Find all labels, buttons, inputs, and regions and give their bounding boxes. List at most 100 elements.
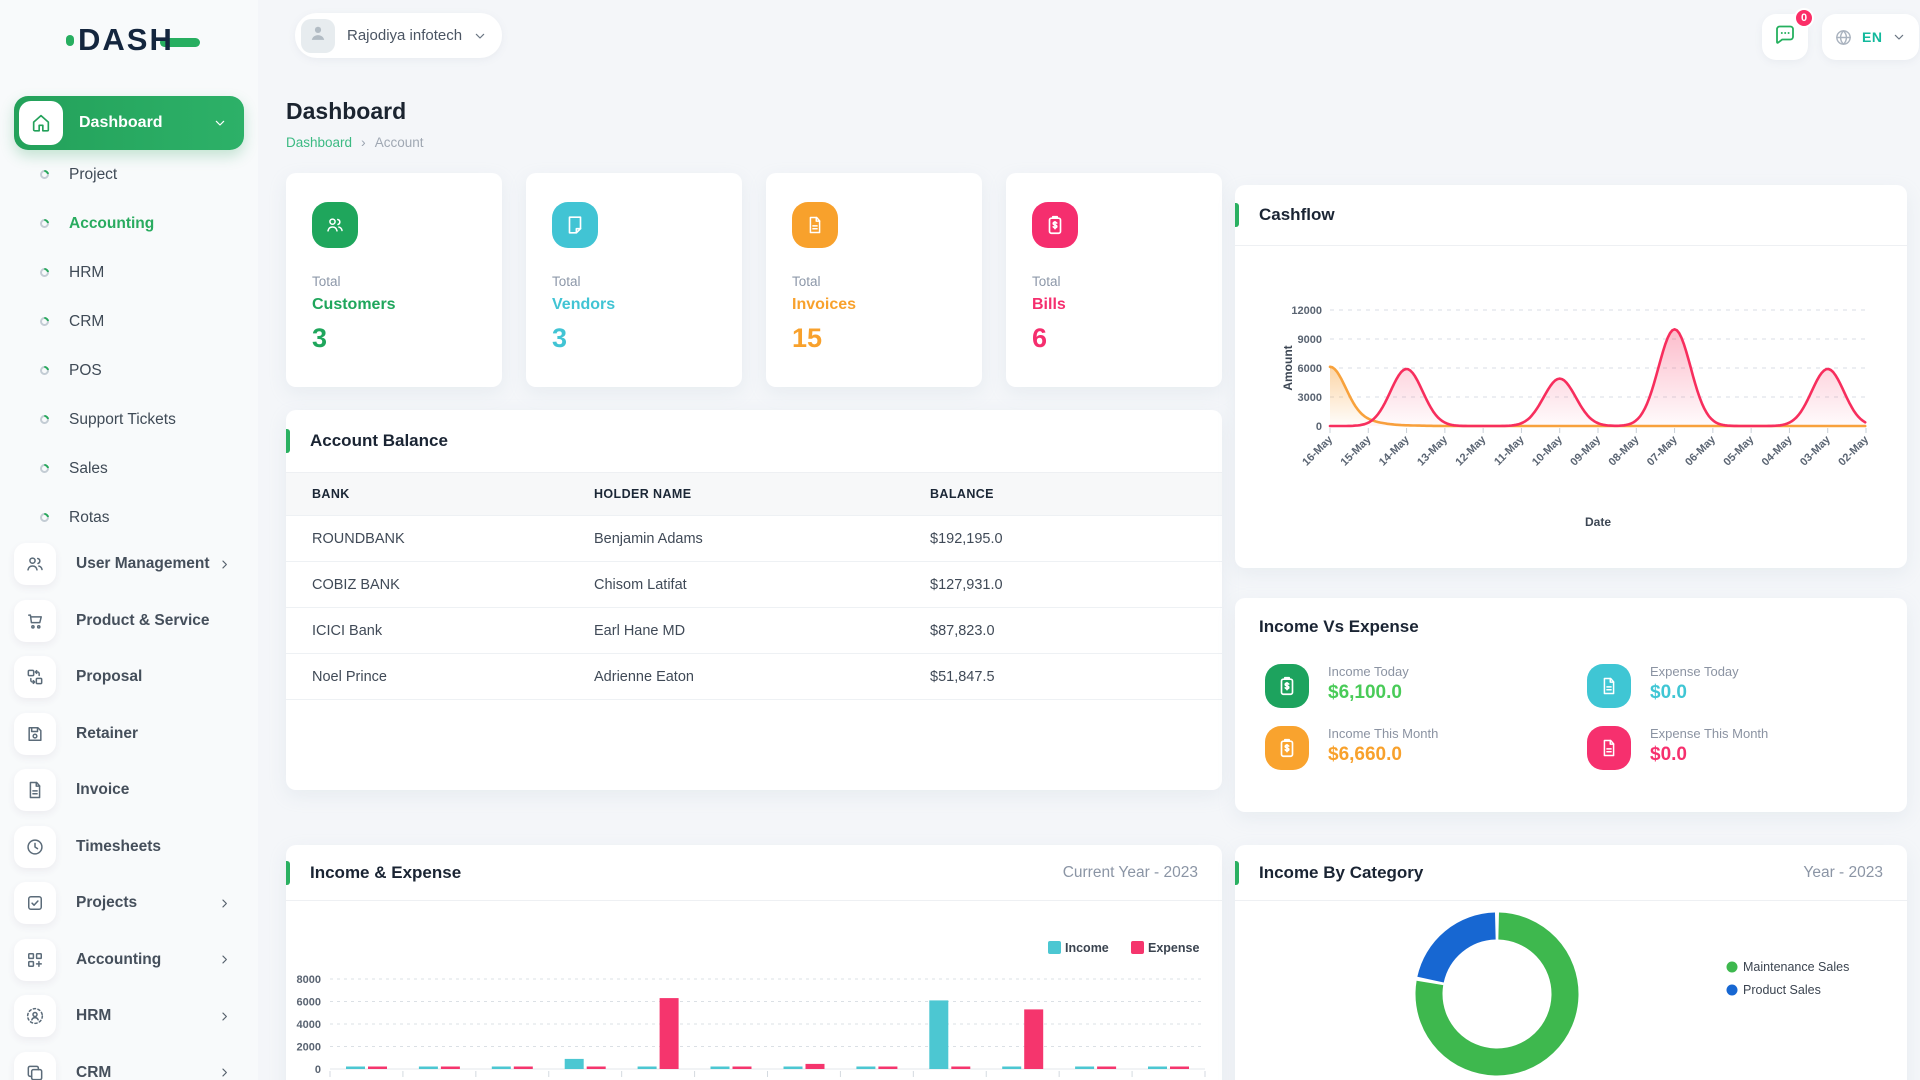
cashflow-chart: 12000 9000 6000 3000 016-May 15-May 14-May 13-M… xyxy=(1281,305,1872,529)
sidebar-item-projects[interactable]: Projects xyxy=(0,875,258,932)
company-selector[interactable]: Rajodiya infotech xyxy=(295,13,503,58)
svg-text:0: 0 xyxy=(1316,421,1322,433)
card-value: 6 xyxy=(1032,323,1048,353)
table-row: Noel Prince Adrienne Eaton $51,847.5 xyxy=(286,653,1222,700)
column-header: BANK xyxy=(286,473,594,516)
chevron-right-icon xyxy=(217,1009,232,1024)
table-cell: Chisom Latifat xyxy=(594,561,930,608)
stat-value: $6,100.0 xyxy=(1328,682,1402,703)
income-expense-chart-card: Income & Expense Current Year - 2023 Inc… xyxy=(286,845,1222,1080)
svg-text:16-May: 16-May xyxy=(1300,433,1335,468)
sidebar-item-rotas[interactable]: Rotas xyxy=(0,493,258,542)
copy-icon xyxy=(14,1051,56,1080)
sidebar-item-hrm[interactable]: HRM xyxy=(0,248,258,297)
svg-text:Product Sales: Product Sales xyxy=(1743,983,1821,997)
sidebar-item-user-management[interactable]: User Management xyxy=(0,536,258,593)
chevron-right-icon xyxy=(217,557,232,572)
svg-text:0: 0 xyxy=(315,1064,321,1076)
sidebar-item-label: Invoice xyxy=(76,781,130,799)
bullet-icon xyxy=(38,168,51,181)
breadcrumb-separator: › xyxy=(361,134,366,150)
card-prefix: Total xyxy=(792,274,821,289)
svg-text:Income: Income xyxy=(1065,941,1109,955)
sidebar-item-proposal[interactable]: Proposal xyxy=(0,649,258,706)
company-name: Rajodiya infotech xyxy=(347,27,463,44)
svg-text:05-May: 05-May xyxy=(1721,433,1756,468)
clipboard-dollar-icon xyxy=(1032,202,1078,248)
svg-text:03-May: 03-May xyxy=(1798,433,1833,468)
total-invoices-card: Total Invoices 15 xyxy=(766,173,982,387)
sidebar-item-accounting[interactable]: Accounting xyxy=(0,199,258,248)
clipboard-dollar-icon xyxy=(1265,664,1309,708)
sidebar-item-product-service[interactable]: Product & Service xyxy=(0,593,258,650)
language-label: EN xyxy=(1862,29,1883,45)
proposal-icon xyxy=(14,656,56,699)
sidebar-item-crm[interactable]: CRM xyxy=(0,1045,258,1080)
sidebar-item-pos[interactable]: POS xyxy=(0,346,258,395)
table-cell: $127,931.0 xyxy=(930,561,1222,608)
sidebar-item-retainer[interactable]: Retainer xyxy=(0,706,258,763)
language-selector[interactable]: EN xyxy=(1822,14,1920,60)
bullet-icon xyxy=(38,364,51,377)
home-icon xyxy=(19,101,63,145)
svg-text:Amount: Amount xyxy=(1281,345,1295,390)
stat-label: Expense Today xyxy=(1650,664,1739,679)
chevron-down-icon xyxy=(472,28,488,44)
sidebar-item-timesheets[interactable]: Timesheets xyxy=(0,819,258,876)
summary-cards: Total Customers 3 Total Vendors 3 Total Invoice… xyxy=(286,173,1222,387)
logo-text: DASH xyxy=(78,22,174,57)
sidebar-item-crm[interactable]: CRM xyxy=(0,297,258,346)
file-icon xyxy=(792,202,838,248)
total-customers-card: Total Customers 3 xyxy=(286,173,502,387)
card-title: Cashflow xyxy=(1259,205,1335,224)
svg-text:09-May: 09-May xyxy=(1568,433,1603,468)
sidebar-item-dashboard[interactable]: Dashboard xyxy=(14,96,244,150)
bullet-icon xyxy=(38,462,51,475)
svg-text:08-May: 08-May xyxy=(1607,433,1642,468)
column-header: BALANCE xyxy=(930,473,1222,516)
card-value: 15 xyxy=(792,323,823,353)
sidebar-item-sales[interactable]: Sales xyxy=(0,444,258,493)
sidebar-item-project[interactable]: Project xyxy=(0,150,258,199)
sidebar-item-invoice[interactable]: Invoice xyxy=(0,762,258,819)
svg-text:Date: Date xyxy=(1585,515,1611,529)
bullet-icon xyxy=(38,413,51,426)
table-cell: COBIZ BANK xyxy=(286,561,594,608)
stat-label: Income Today xyxy=(1328,664,1409,679)
svg-text:14-May: 14-May xyxy=(1377,433,1412,468)
sidebar-item-label: Project xyxy=(69,165,118,183)
sidebar-item-accounting[interactable]: Accounting xyxy=(0,932,258,989)
svg-text:2000: 2000 xyxy=(297,1042,321,1054)
file-icon xyxy=(14,769,56,812)
card-label: Invoices xyxy=(792,296,857,313)
svg-text:15-May: 15-May xyxy=(1339,433,1374,468)
sidebar-item-label: Accounting xyxy=(76,950,162,968)
cashflow-card: Cashflow 12000 9000 6000 3000 0 16-May 15-May 1… xyxy=(1235,185,1907,568)
sidebar-item-label: Support Tickets xyxy=(69,410,176,428)
breadcrumb-link-dashboard[interactable]: Dashboard xyxy=(286,134,353,150)
stat-value: $6,660.0 xyxy=(1328,744,1402,765)
card-label: Customers xyxy=(312,296,396,313)
sidebar-item-hrm[interactable]: HRM xyxy=(0,988,258,1045)
sidebar-item-label: CRM xyxy=(76,1063,112,1080)
sidebar-item-support-tickets[interactable]: Support Tickets xyxy=(0,395,258,444)
card-title: Account Balance xyxy=(310,431,448,450)
breadcrumb-current: Account xyxy=(374,134,424,150)
save-icon xyxy=(14,712,56,755)
sidebar-item-label: HRM xyxy=(76,1007,112,1025)
chevron-right-icon xyxy=(217,896,232,911)
svg-text:13-May: 13-May xyxy=(1415,433,1450,468)
sidebar-item-label: Rotas xyxy=(69,508,110,526)
bullet-icon xyxy=(38,217,51,230)
svg-text:3000: 3000 xyxy=(1298,392,1322,404)
messages-button[interactable]: 0 xyxy=(1762,8,1814,60)
logo-dot xyxy=(66,34,74,46)
breadcrumb: Dashboard › Account xyxy=(286,134,424,150)
bullet-icon xyxy=(38,315,51,328)
svg-text:8000: 8000 xyxy=(297,974,321,986)
page-title: Dashboard xyxy=(286,98,407,124)
note-icon xyxy=(552,202,598,248)
table-cell: ROUNDBANK xyxy=(286,515,594,562)
avatar xyxy=(301,18,335,53)
table-row: ICICI Bank Earl Hane MD $87,823.0 xyxy=(286,607,1222,654)
